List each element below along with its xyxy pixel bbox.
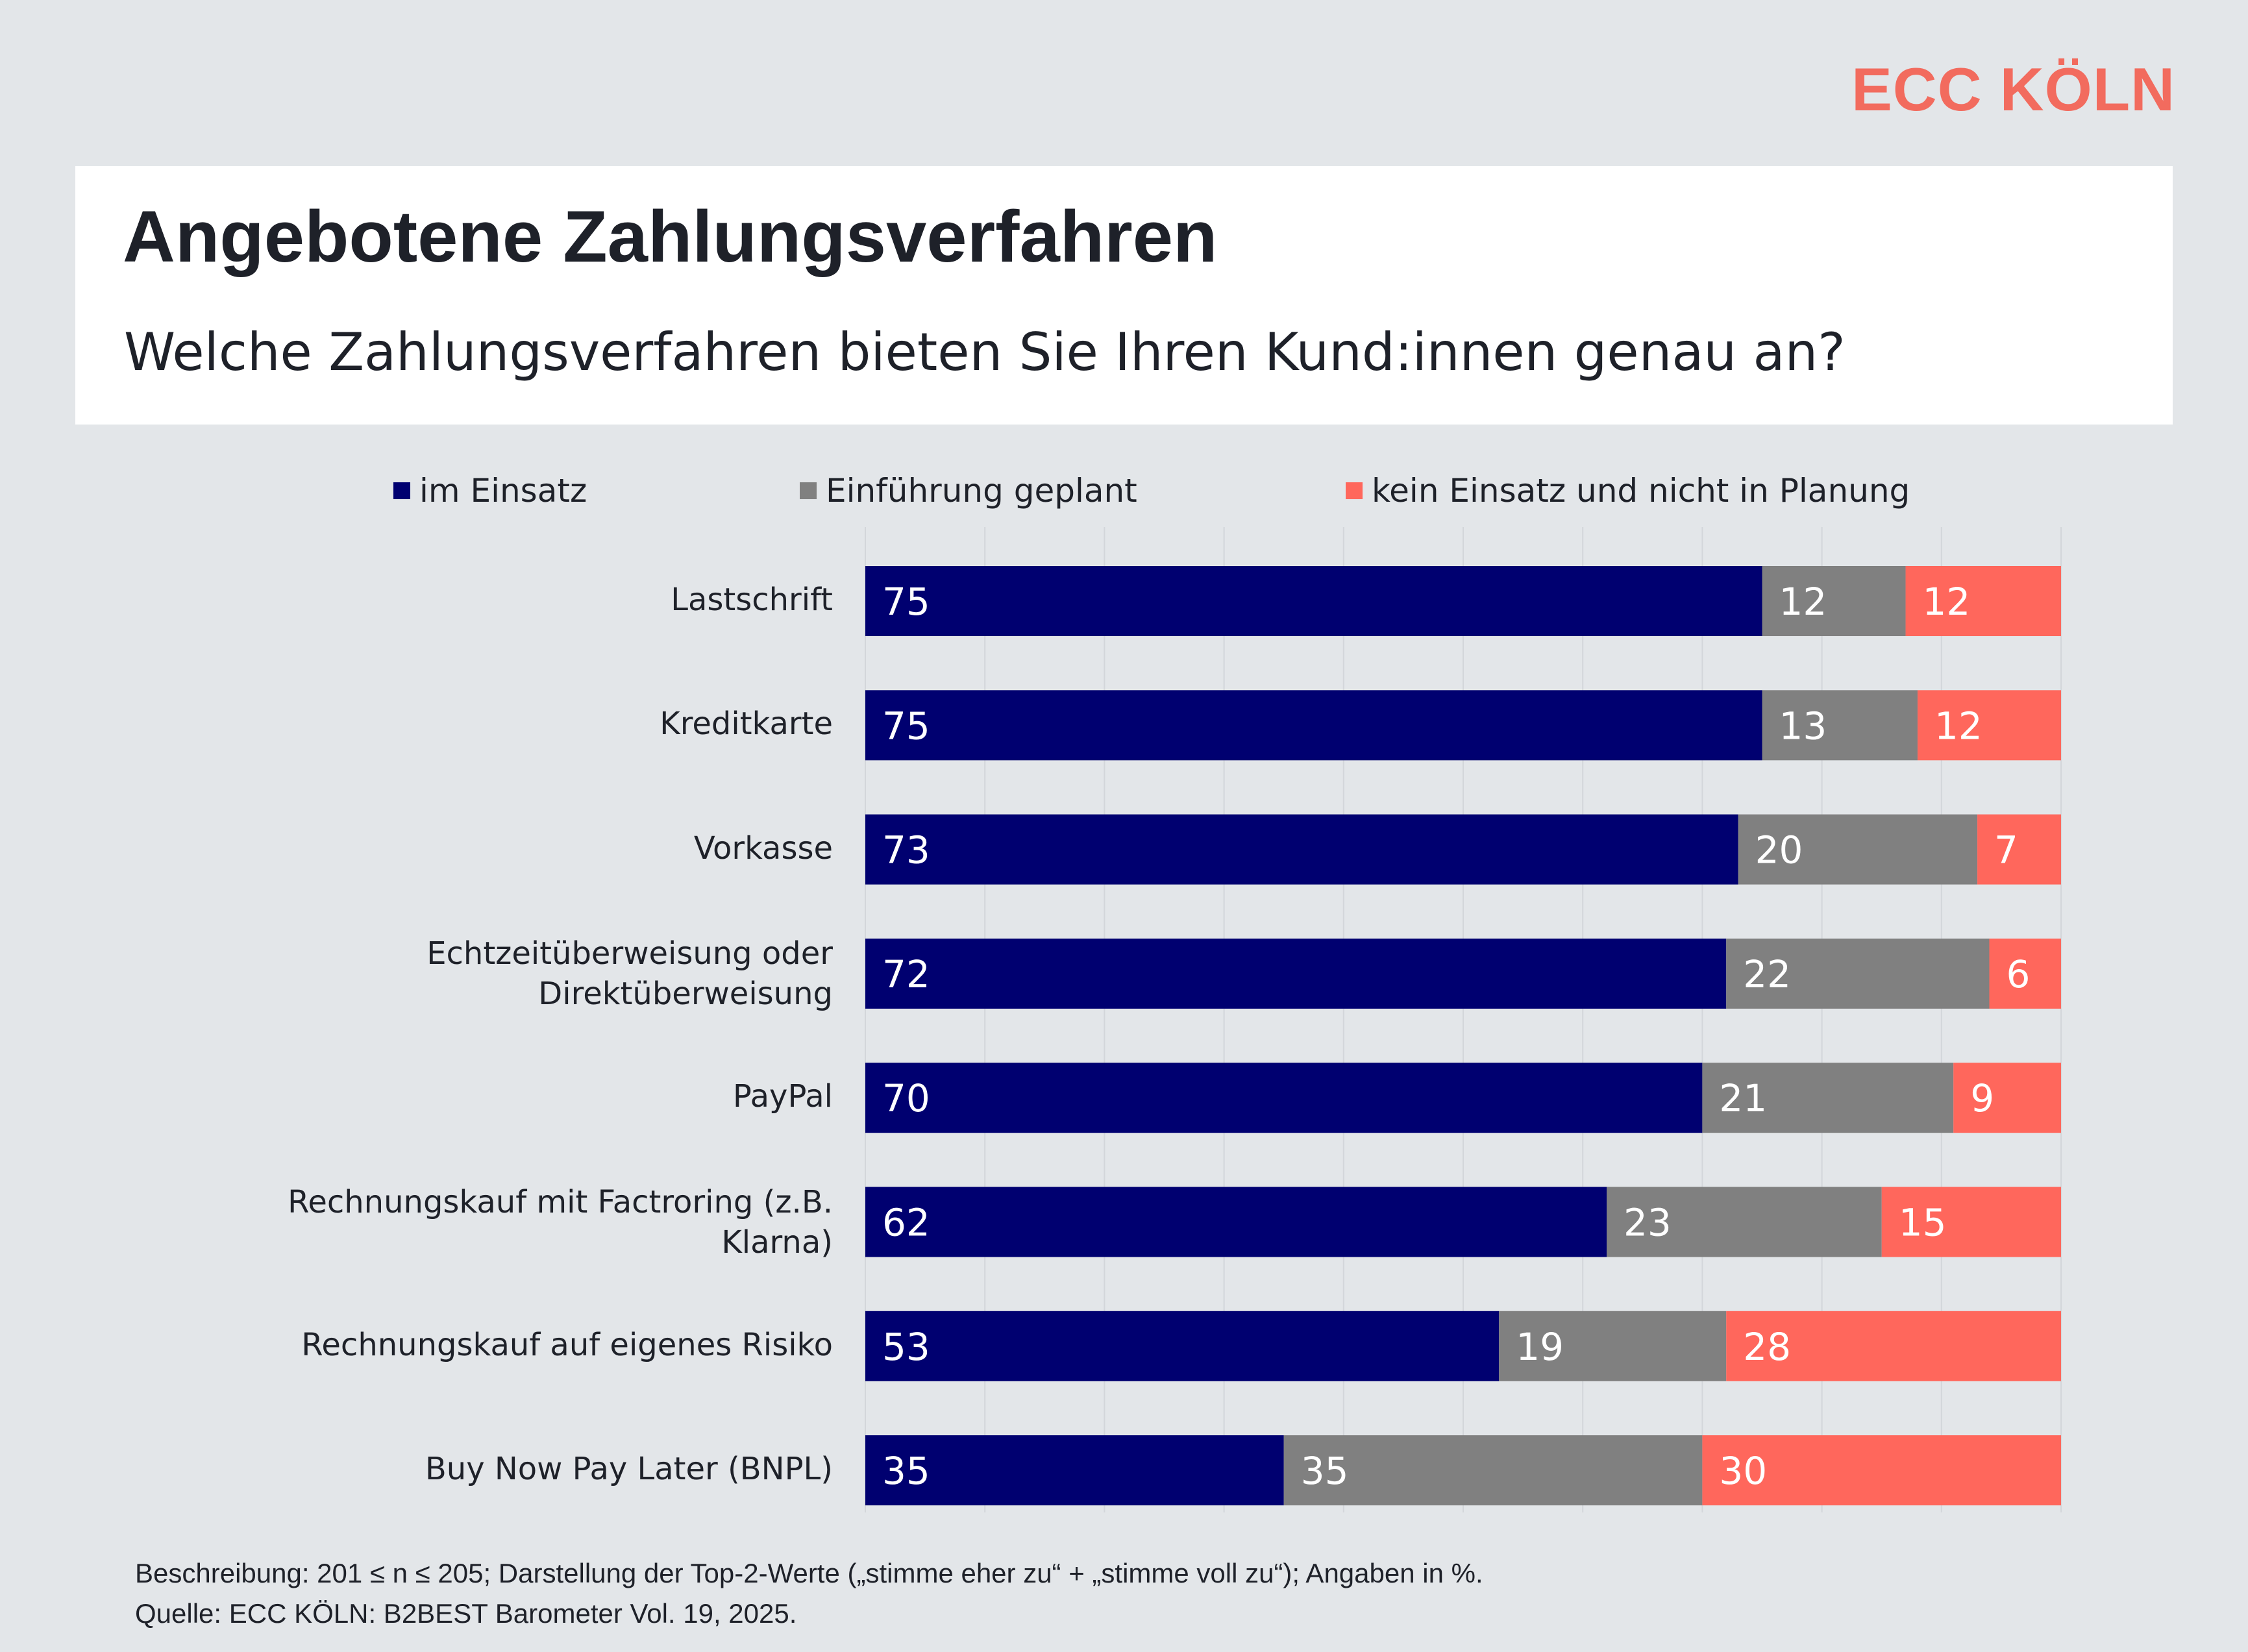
category-label: Echtzeitüberweisung oder Direktüberweisun…: [119, 933, 833, 1014]
bar-segment: [1726, 1311, 2061, 1381]
bar-value-label: 9: [1970, 1076, 1994, 1120]
bar-value-label: 70: [882, 1076, 930, 1120]
bar-value-label: 22: [1743, 952, 1791, 996]
brand-logo: ECC KÖLN: [1851, 55, 2175, 123]
legend-item-im-einsatz: im Einsatz: [393, 471, 587, 510]
bar-value-label: 21: [1719, 1076, 1767, 1120]
bar-value-label: 12: [1779, 580, 1827, 624]
bar-value-label: 35: [882, 1449, 930, 1493]
category-label-line: Lastschrift: [671, 582, 833, 618]
bar-segment: [865, 814, 1738, 885]
bar-value-label: 20: [1755, 828, 1803, 872]
bar-segment: [1762, 690, 1918, 761]
bar-segment: [1702, 1435, 2061, 1506]
category-label-line: Vorkasse: [693, 830, 833, 867]
bar-value-label: 53: [882, 1325, 930, 1369]
bar-value-label: 6: [2006, 952, 2030, 996]
legend-swatch-einfuehrung-geplant: [800, 482, 817, 499]
bar-value-label: 35: [1301, 1449, 1349, 1493]
bar-segment: [865, 938, 1727, 1009]
category-label-line: Rechnungskauf auf eigenes Risiko: [301, 1326, 833, 1363]
category-label: Rechnungskauf auf eigenes Risiko: [119, 1325, 833, 1365]
category-label: Kreditkarte: [119, 704, 833, 744]
bar-segment: [1905, 566, 2061, 636]
category-label: Lastschrift: [119, 580, 833, 620]
category-label-line: Echtzeitüberweisung oder: [426, 935, 833, 972]
bar-segment: [1977, 814, 2061, 885]
bar-segment: [1881, 1187, 2061, 1257]
category-label: PayPal: [119, 1076, 833, 1116]
category-label-line: Buy Now Pay Later (BNPL): [425, 1451, 833, 1488]
bar-segment: [1499, 1311, 1727, 1381]
legend-label-kein-einsatz: kein Einsatz und nicht in Planung: [1372, 472, 1910, 510]
bar-segment: [865, 1187, 1607, 1257]
footer-description: Beschreibung: 201 ≤ n ≤ 205; Darstellung…: [135, 1558, 1483, 1588]
bar-value-label: 12: [1934, 704, 1982, 748]
bar-segment: [1702, 1063, 1954, 1133]
bar-segment: [1762, 566, 1906, 636]
bar-segment: [1738, 814, 1978, 885]
bar-segment: [1283, 1435, 1703, 1506]
bar-value-label: 73: [882, 828, 930, 872]
bar-value-label: 62: [882, 1201, 930, 1245]
bar-segment: [865, 690, 1762, 761]
title-box: Angebotene Zahlungsverfahren Welche Zahl…: [75, 166, 2173, 425]
category-label-line: Direktüberweisung: [538, 975, 833, 1012]
bar-segment: [865, 1063, 1703, 1133]
bar-segment: [865, 1311, 1500, 1381]
bar-value-label: 12: [1923, 580, 1971, 624]
bar-segment: [1726, 938, 1990, 1009]
legend-label-im-einsatz: im Einsatz: [419, 472, 587, 510]
legend-swatch-kein-einsatz: [1346, 482, 1363, 499]
bar-value-label: 7: [1994, 828, 2018, 872]
bar-value-label: 15: [1899, 1201, 1947, 1245]
bar-segment: [865, 566, 1762, 636]
category-label-line: Klarna): [721, 1224, 833, 1261]
bar-segment: [1953, 1063, 2061, 1133]
category-label: Rechnungskauf mit Factroring (z.B. Klarna…: [119, 1182, 833, 1263]
bar-value-label: 75: [882, 704, 930, 748]
bar-segment: [1607, 1187, 1882, 1257]
page-subtitle: Welche Zahlungsverfahren bieten Sie Ihre…: [124, 322, 1846, 382]
bar-segment: [1989, 938, 2061, 1009]
category-label-line: PayPal: [732, 1078, 833, 1115]
legend-item-einfuehrung-geplant: Einführung geplant: [800, 471, 1137, 510]
category-label: Vorkasse: [119, 828, 833, 869]
bar-value-label: 19: [1516, 1325, 1564, 1369]
bar-value-label: 30: [1719, 1449, 1767, 1493]
category-label: Buy Now Pay Later (BNPL): [119, 1449, 833, 1489]
bar-value-label: 28: [1743, 1325, 1791, 1369]
category-label-line: Rechnungskauf mit Factroring (z.B.: [288, 1183, 833, 1220]
legend-swatch-im-einsatz: [393, 482, 410, 499]
page-title: Angebotene Zahlungsverfahren: [123, 196, 1218, 277]
legend-label-einfuehrung-geplant: Einführung geplant: [826, 472, 1137, 510]
footer-source: Quelle: ECC KÖLN: B2BEST Barometer Vol. …: [135, 1598, 797, 1629]
bar-segment: [865, 1435, 1284, 1506]
bar-value-label: 13: [1779, 704, 1827, 748]
bar-value-label: 23: [1624, 1201, 1672, 1245]
category-label-line: Kreditkarte: [660, 706, 833, 743]
bar-segment: [1917, 690, 2061, 761]
bar-value-label: 75: [882, 580, 930, 624]
legend-item-kein-einsatz: kein Einsatz und nicht in Planung: [1346, 471, 1910, 510]
bar-value-label: 72: [882, 952, 930, 996]
